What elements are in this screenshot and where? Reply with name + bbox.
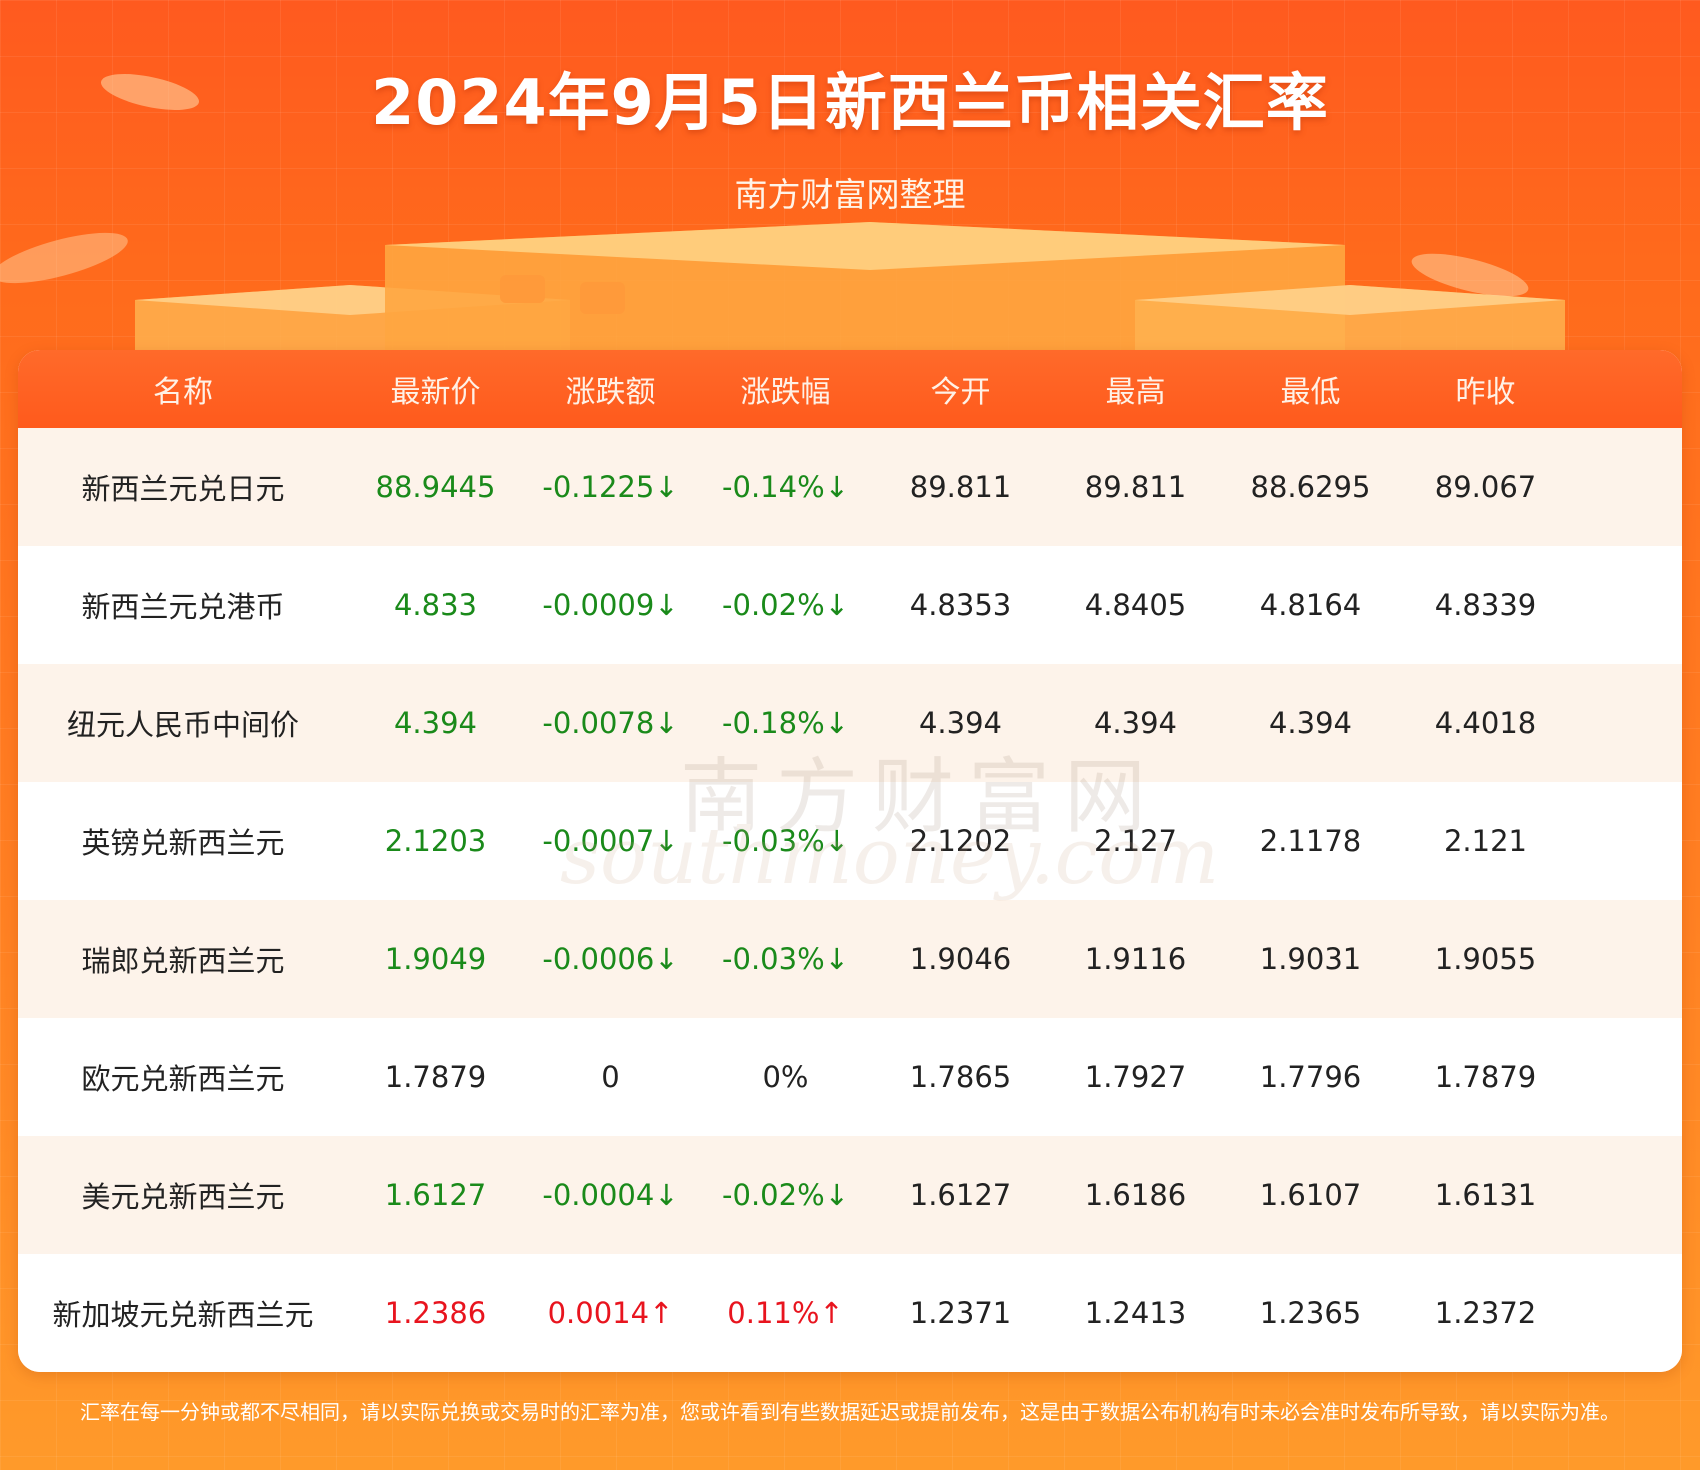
row-change-pct: -0.03%↓ <box>722 942 849 976</box>
row-prev-close: 4.8339 <box>1434 588 1537 622</box>
row-low: 1.9031 <box>1259 942 1362 976</box>
table-row: 瑞郎兑新西兰元 1.9049 -0.0006↓ -0.03%↓ 1.9046 1… <box>18 900 1682 1018</box>
row-high: 1.9116 <box>1084 942 1187 976</box>
row-change: -0.0007↓ <box>542 824 679 858</box>
row-name: 欧元兑新西兰元 <box>81 1062 285 1096</box>
table-header-row: 名称 最新价 涨跌额 涨跌幅 今开 最高 最低 昨收 <box>18 350 1682 428</box>
row-prev-close: 1.9055 <box>1434 942 1537 976</box>
row-high: 4.8405 <box>1084 588 1187 622</box>
row-low: 2.1178 <box>1259 824 1362 858</box>
row-latest: 1.7879 <box>384 1060 487 1094</box>
row-high: 89.811 <box>1084 470 1187 504</box>
footer-disclaimer: 汇率在每一分钟或都不尽相同，请以实际兑换或交易时的汇率为准，您或许看到有些数据延… <box>80 1400 1620 1424</box>
table-row: 新加坡元兑新西兰元 1.2386 0.0014↑ 0.11%↑ 1.2371 1… <box>18 1254 1682 1372</box>
row-latest: 4.833 <box>393 588 478 622</box>
header-banner: 2024年9月5日新西兰币相关汇率 南方财富网整理 <box>0 0 1700 360</box>
row-change: -0.0004↓ <box>542 1178 679 1212</box>
row-low: 1.7796 <box>1259 1060 1362 1094</box>
header-low: 最低 <box>1280 375 1341 410</box>
row-low: 4.394 <box>1268 706 1353 740</box>
row-high: 1.2413 <box>1084 1296 1187 1330</box>
row-name: 瑞郎兑新西兰元 <box>81 944 285 978</box>
table-row: 新西兰元兑日元 88.9445 -0.1225↓ -0.14%↓ 89.811 … <box>18 428 1682 546</box>
row-latest: 1.2386 <box>384 1296 487 1330</box>
row-high: 1.6186 <box>1084 1178 1187 1212</box>
row-prev-close: 1.7879 <box>1434 1060 1537 1094</box>
row-open: 1.6127 <box>909 1178 1012 1212</box>
header-high: 最高 <box>1105 375 1166 410</box>
row-change-pct: -0.18%↓ <box>722 706 849 740</box>
row-open: 1.7865 <box>909 1060 1012 1094</box>
row-change: 0 <box>601 1060 620 1094</box>
row-prev-close: 4.4018 <box>1434 706 1537 740</box>
header-change: 涨跌额 <box>565 375 656 410</box>
row-prev-close: 89.067 <box>1434 470 1537 504</box>
row-change: 0.0014↑ <box>547 1296 674 1330</box>
row-name: 新西兰元兑港币 <box>81 590 285 624</box>
exchange-rate-table: 名称 最新价 涨跌额 涨跌幅 今开 最高 最低 昨收 新西兰元兑日元 88.94… <box>18 350 1682 1372</box>
row-name: 新加坡元兑新西兰元 <box>52 1298 314 1332</box>
row-high: 1.7927 <box>1084 1060 1187 1094</box>
row-latest: 1.9049 <box>384 942 487 976</box>
table-row: 英镑兑新西兰元 2.1203 -0.0007↓ -0.03%↓ 2.1202 2… <box>18 782 1682 900</box>
row-change-pct: -0.14%↓ <box>722 470 849 504</box>
row-open: 2.1202 <box>909 824 1012 858</box>
row-open: 4.8353 <box>909 588 1012 622</box>
row-prev-close: 1.2372 <box>1434 1296 1537 1330</box>
row-change: -0.0006↓ <box>542 942 679 976</box>
header-name: 名称 <box>153 375 213 410</box>
header-latest: 最新价 <box>390 375 481 410</box>
row-latest: 4.394 <box>393 706 478 740</box>
row-change: -0.1225↓ <box>542 470 679 504</box>
row-name: 英镑兑新西兰元 <box>81 826 285 860</box>
row-change-pct: -0.02%↓ <box>722 588 849 622</box>
row-open: 89.811 <box>909 470 1012 504</box>
page-title: 2024年9月5日新西兰币相关汇率 <box>371 66 1329 139</box>
row-change-pct: 0% <box>762 1060 809 1094</box>
row-name: 美元兑新西兰元 <box>81 1180 285 1214</box>
row-change-pct: -0.03%↓ <box>722 824 849 858</box>
row-high: 2.127 <box>1093 824 1178 858</box>
row-latest: 2.1203 <box>384 824 487 858</box>
decorative-buildings <box>0 74 1565 360</box>
row-low: 1.2365 <box>1259 1296 1362 1330</box>
row-latest: 1.6127 <box>384 1178 487 1212</box>
row-low: 1.6107 <box>1259 1178 1362 1212</box>
row-prev-close: 2.121 <box>1443 824 1528 858</box>
row-low: 4.8164 <box>1259 588 1362 622</box>
row-latest: 88.9445 <box>375 470 496 504</box>
table-row: 新西兰元兑港币 4.833 -0.0009↓ -0.02%↓ 4.8353 4.… <box>18 546 1682 664</box>
row-open: 4.394 <box>918 706 1003 740</box>
row-open: 1.9046 <box>909 942 1012 976</box>
row-prev-close: 1.6131 <box>1434 1178 1537 1212</box>
row-name: 新西兰元兑日元 <box>81 472 285 506</box>
table-row: 美元兑新西兰元 1.6127 -0.0004↓ -0.02%↓ 1.6127 1… <box>18 1136 1682 1254</box>
row-change-pct: 0.11%↑ <box>727 1296 844 1330</box>
header-change-pct: 涨跌幅 <box>740 375 831 410</box>
row-change: -0.0078↓ <box>542 706 679 740</box>
row-change: -0.0009↓ <box>542 588 679 622</box>
row-name: 纽元人民币中间价 <box>66 708 299 742</box>
row-high: 4.394 <box>1093 706 1178 740</box>
row-open: 1.2371 <box>909 1296 1012 1330</box>
row-low: 88.6295 <box>1250 470 1371 504</box>
header-open: 今开 <box>930 375 991 410</box>
page-subtitle: 南方财富网整理 <box>734 175 966 214</box>
row-change-pct: -0.02%↓ <box>722 1178 849 1212</box>
header-prev-close: 昨收 <box>1455 375 1516 410</box>
table-row: 欧元兑新西兰元 1.7879 0 0% 1.7865 1.7927 1.7796… <box>18 1018 1682 1136</box>
table-row: 纽元人民币中间价 4.394 -0.0078↓ -0.18%↓ 4.394 4.… <box>18 664 1682 782</box>
